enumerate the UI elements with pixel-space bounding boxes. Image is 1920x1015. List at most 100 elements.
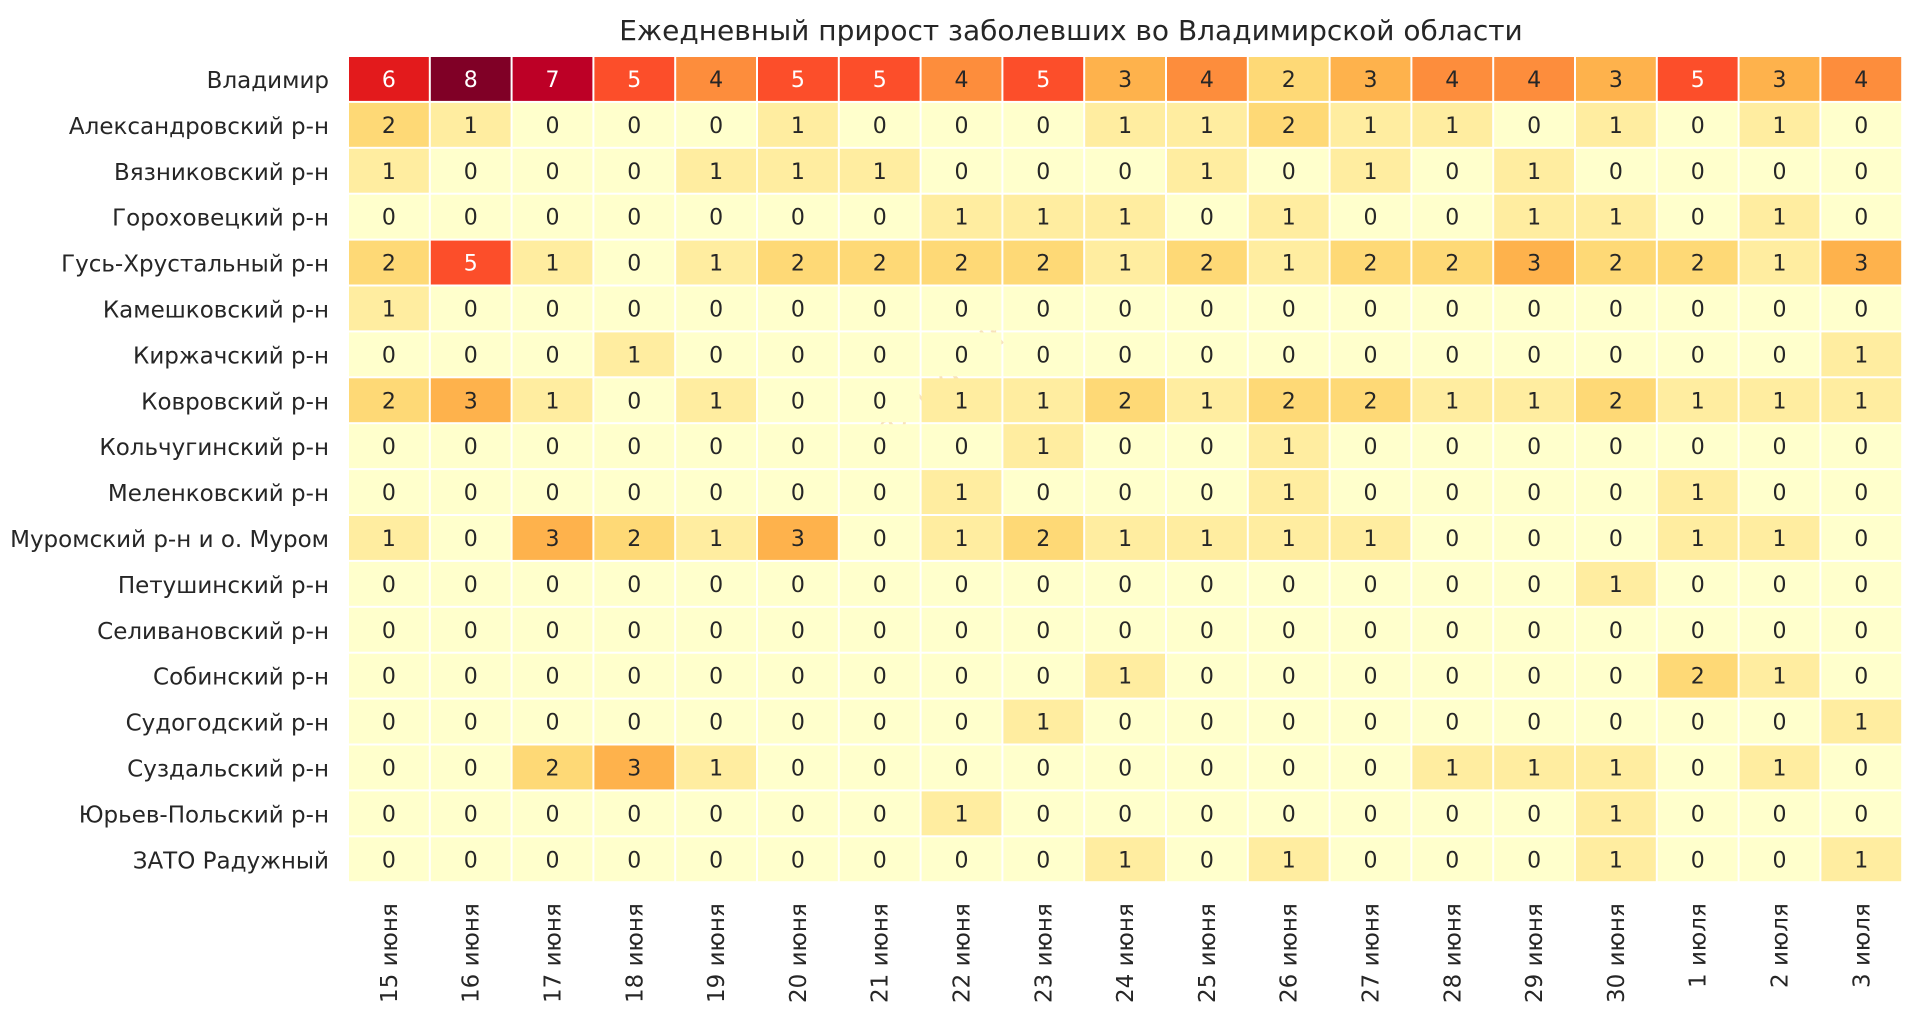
- cell-value-label: 0: [1200, 802, 1214, 827]
- cell-value-label: 1: [1609, 802, 1623, 827]
- cell-value-label: 0: [1609, 619, 1623, 644]
- heatmap-cell: [839, 57, 920, 101]
- cell-value-label: 0: [464, 343, 478, 368]
- cell-value-label: 0: [1854, 619, 1868, 644]
- cell-value-label: 0: [1282, 343, 1296, 368]
- cell-value-label: 0: [873, 619, 887, 644]
- cell-value-label: 0: [1609, 343, 1623, 368]
- cell-value-label: 0: [464, 619, 478, 644]
- cell-value-label: 1: [1036, 711, 1050, 736]
- row-label: Суздальский р-н: [127, 756, 329, 782]
- heatmap-cell: [921, 148, 1002, 193]
- cell-value-label: 0: [1200, 343, 1214, 368]
- cell-value-label: 1: [1282, 252, 1296, 277]
- heatmap-cell: [921, 424, 1002, 469]
- cell-value-label: 4: [709, 68, 723, 93]
- cell-value-label: 0: [382, 802, 396, 827]
- cell-value-label: 0: [1773, 573, 1787, 598]
- heatmap-cell: [430, 745, 511, 790]
- heatmap-cell: [430, 424, 511, 469]
- cell-value-label: 0: [464, 160, 478, 185]
- cell-value-label: 1: [1854, 389, 1868, 414]
- cell-value-label: 0: [1445, 206, 1459, 231]
- heatmap-cell: [758, 653, 838, 698]
- column-label: 19 июня: [704, 903, 730, 1003]
- cell-value-label: 2: [1691, 252, 1705, 277]
- heatmap-cell: [1739, 332, 1820, 377]
- cell-value-label: 0: [1445, 802, 1459, 827]
- heatmap-cell: [1003, 791, 1084, 836]
- heatmap-cell: [1167, 607, 1247, 652]
- heatmap-cell: [1657, 791, 1738, 836]
- row-label: Вязниковский р-н: [114, 160, 329, 186]
- cell-value-label: 0: [1691, 848, 1705, 873]
- cell-value-label: 0: [791, 619, 805, 644]
- heatmap-cell: [1330, 791, 1411, 836]
- heatmap-cell: [1003, 470, 1084, 514]
- cell-value-label: 4: [1445, 68, 1459, 93]
- heatmap-cell: [1576, 561, 1656, 606]
- cell-value-label: 2: [1691, 665, 1705, 690]
- cell-value-label: 0: [464, 573, 478, 598]
- cell-value-label: 0: [1200, 848, 1214, 873]
- heatmap-cell: [430, 240, 511, 285]
- cell-value-label: 0: [546, 206, 560, 231]
- cell-value-label: 2: [1282, 114, 1296, 139]
- cell-value-label: 0: [1691, 619, 1705, 644]
- cell-value-label: 5: [627, 68, 641, 93]
- heatmap-cell: [1657, 653, 1738, 698]
- cell-value-label: 0: [1691, 114, 1705, 139]
- cell-value-label: 0: [1036, 343, 1050, 368]
- heatmap-cell: [1821, 102, 1902, 147]
- column-label: 22 июня: [950, 903, 976, 1003]
- heatmap-cell: [1821, 653, 1902, 698]
- cell-value-label: 0: [955, 665, 969, 690]
- heatmap-cell: [1085, 470, 1165, 514]
- heatmap-cell: [349, 102, 429, 147]
- cell-value-label: 2: [955, 252, 969, 277]
- heatmap-cell: [676, 561, 756, 606]
- heatmap-cell: [1003, 607, 1084, 652]
- heatmap-cell: [1003, 653, 1084, 698]
- cell-value-label: 1: [1036, 206, 1050, 231]
- heatmap-cell: [1494, 470, 1574, 514]
- cell-value-label: 1: [1282, 848, 1296, 873]
- heatmap-cell: [1330, 102, 1411, 147]
- cell-value-label: 2: [627, 527, 641, 552]
- heatmap-cell: [1576, 148, 1656, 193]
- cell-value-label: 0: [791, 756, 805, 781]
- heatmap-cell: [1330, 470, 1411, 514]
- cell-value-label: 3: [1364, 68, 1378, 93]
- cell-value-label: 0: [464, 297, 478, 322]
- cell-value-label: 0: [955, 160, 969, 185]
- heatmap-cell: [1739, 791, 1820, 836]
- cell-value-label: 3: [546, 527, 560, 552]
- cell-value-label: 0: [791, 848, 805, 873]
- cell-value-label: 0: [627, 252, 641, 277]
- cell-value-label: 2: [1036, 527, 1050, 552]
- cell-value-label: 1: [1282, 481, 1296, 506]
- heatmap-cell: [1412, 194, 1493, 239]
- heatmap-cell: [1085, 57, 1165, 101]
- heatmap-cell: [1167, 653, 1247, 698]
- cell-value-label: 0: [1854, 481, 1868, 506]
- cell-value-label: 0: [709, 114, 723, 139]
- cell-value-label: 0: [791, 343, 805, 368]
- heatmap-cell: [1412, 791, 1493, 836]
- row-label: Киржачский р-н: [133, 343, 329, 369]
- cell-value-label: 0: [709, 619, 723, 644]
- heatmap-cell: [1821, 607, 1902, 652]
- cell-value-label: 0: [1691, 435, 1705, 460]
- heatmap-cell: [758, 102, 838, 147]
- heatmap-cell: [1821, 332, 1902, 377]
- heatmap-cell: [1003, 194, 1084, 239]
- heatmap-cell: [1494, 699, 1574, 744]
- cell-value-label: 1: [1609, 756, 1623, 781]
- cell-value-label: 0: [873, 343, 887, 368]
- cell-value-label: 1: [1527, 389, 1541, 414]
- heatmap-cell: [1085, 332, 1165, 377]
- heatmap-cell: [430, 194, 511, 239]
- cell-value-label: 2: [382, 114, 396, 139]
- cell-value-label: 0: [1854, 802, 1868, 827]
- cell-value-label: 3: [1854, 252, 1868, 277]
